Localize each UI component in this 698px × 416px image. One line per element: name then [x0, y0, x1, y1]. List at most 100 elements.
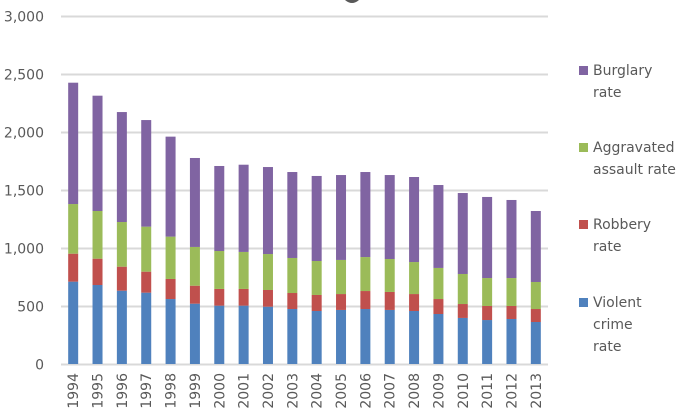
- x-tick-label: 2006: [358, 373, 374, 409]
- gridlines: [61, 15, 548, 366]
- bar-burglary-rate: [311, 175, 322, 261]
- bar-robbery-rate: [433, 299, 444, 315]
- y-tick-label: 2,500: [4, 68, 44, 84]
- bar-violent-crime-rate: [360, 309, 371, 364]
- bar-burglary-rate: [92, 95, 103, 211]
- bar-stack: [506, 199, 517, 364]
- bar-robbery-rate: [506, 306, 517, 319]
- bar-violent-crime-rate: [165, 299, 176, 364]
- x-tick-label: 2010: [456, 373, 472, 409]
- x-tick-label: 1997: [139, 373, 155, 409]
- bar-aggravated-assault-rate: [68, 204, 79, 254]
- bar-aggravated-assault-rate: [92, 210, 103, 259]
- bar-stack: [311, 175, 322, 364]
- bar-violent-crime-rate: [189, 303, 200, 364]
- bar-burglary-rate: [384, 175, 395, 260]
- bar-violent-crime-rate: [530, 322, 541, 364]
- bar-robbery-rate: [360, 291, 371, 310]
- bar-burglary-rate: [482, 196, 493, 279]
- bar-violent-crime-rate: [141, 292, 152, 364]
- y-tick-label: 1,500: [4, 184, 44, 200]
- bar-stack: [68, 82, 79, 364]
- bar-aggravated-assault-rate: [116, 222, 127, 267]
- bar-aggravated-assault-rate: [384, 259, 395, 292]
- bar-violent-crime-rate: [238, 305, 249, 364]
- legend-label-line: rate: [593, 85, 622, 101]
- x-tick-label: 2013: [529, 373, 545, 409]
- bar-robbery-rate: [482, 306, 493, 321]
- bar-robbery-rate: [238, 288, 249, 306]
- bar-robbery-rate: [92, 258, 103, 286]
- bar-aggravated-assault-rate: [189, 246, 200, 286]
- legend: Burglary rate Aggravated assault rate Ro…: [579, 0, 698, 416]
- bar-aggravated-assault-rate: [433, 267, 444, 300]
- x-tick-label: 2012: [504, 373, 520, 409]
- legend-swatch-aggravated-assault: [579, 143, 588, 152]
- x-tick-label: 1994: [66, 373, 82, 409]
- x-tick-label: 2003: [285, 373, 301, 409]
- title-glyph-fragment: [345, 0, 359, 3]
- bar-stack: [238, 164, 249, 364]
- bar-robbery-rate: [262, 289, 273, 307]
- x-tick-label: 2002: [261, 373, 277, 409]
- bar-aggravated-assault-rate: [409, 262, 420, 295]
- bars: [68, 82, 541, 364]
- bar-aggravated-assault-rate: [262, 254, 273, 290]
- bar-aggravated-assault-rate: [336, 259, 347, 295]
- bar-violent-crime-rate: [457, 317, 468, 364]
- legend-label-aggravated-assault: Aggravated assault rate: [593, 137, 698, 181]
- y-tick-label: 0: [35, 358, 44, 374]
- bar-burglary-rate: [141, 120, 152, 227]
- bar-robbery-rate: [311, 294, 322, 311]
- bar-robbery-rate: [457, 304, 468, 318]
- bar-stack: [262, 167, 273, 364]
- legend-label-line: crime: [593, 317, 633, 333]
- y-tick-label: 2,000: [4, 126, 44, 142]
- bar-stack: [457, 193, 468, 364]
- bar-burglary-rate: [287, 172, 298, 258]
- bar-stack: [336, 175, 347, 364]
- x-tick-label: 2000: [212, 373, 228, 409]
- legend-item-robbery: Robbery rate: [579, 214, 698, 258]
- bar-aggravated-assault-rate: [141, 226, 152, 272]
- bar-aggravated-assault-rate: [457, 273, 468, 305]
- bar-violent-crime-rate: [384, 309, 395, 364]
- bar-aggravated-assault-rate: [506, 278, 517, 306]
- bar-stack: [530, 210, 541, 364]
- x-tick-label: 2007: [383, 373, 399, 409]
- bar-violent-crime-rate: [409, 310, 420, 364]
- y-tick-label: 3,000: [4, 10, 44, 26]
- x-tick-label: 1996: [115, 373, 131, 409]
- bar-stack: [360, 172, 371, 364]
- bar-robbery-rate: [409, 294, 420, 311]
- bar-robbery-rate: [530, 309, 541, 323]
- bar-violent-crime-rate: [262, 306, 273, 364]
- bar-burglary-rate: [457, 193, 468, 274]
- bar-burglary-rate: [165, 136, 176, 237]
- bar-stack: [214, 165, 225, 364]
- x-tick-label: 2008: [407, 373, 423, 409]
- x-tick-label: 2009: [431, 373, 447, 409]
- x-tick-label: 2001: [237, 373, 253, 409]
- bar-stack: [116, 112, 127, 364]
- bar-stack: [141, 120, 152, 364]
- legend-label-line: Aggravated: [593, 140, 675, 156]
- bar-aggravated-assault-rate: [530, 281, 541, 310]
- bar-burglary-rate: [116, 112, 127, 223]
- bar-burglary-rate: [214, 165, 225, 252]
- bar-burglary-rate: [409, 177, 420, 263]
- bar-aggravated-assault-rate: [482, 278, 493, 306]
- legend-item-violent-crime: Violent crime rate: [579, 292, 698, 358]
- legend-swatch-robbery: [579, 220, 588, 229]
- x-tick-label: 1998: [164, 373, 180, 409]
- x-tick-label: 1999: [188, 373, 204, 409]
- legend-item-aggravated-assault: Aggravated assault rate: [579, 137, 698, 181]
- bar-burglary-rate: [506, 199, 517, 279]
- bar-aggravated-assault-rate: [238, 251, 249, 289]
- bar-stack: [92, 95, 103, 364]
- bar-robbery-rate: [336, 294, 347, 310]
- bar-burglary-rate: [189, 157, 200, 247]
- bar-aggravated-assault-rate: [214, 251, 225, 289]
- bar-violent-crime-rate: [68, 281, 79, 364]
- x-tick-label: 2004: [310, 373, 326, 409]
